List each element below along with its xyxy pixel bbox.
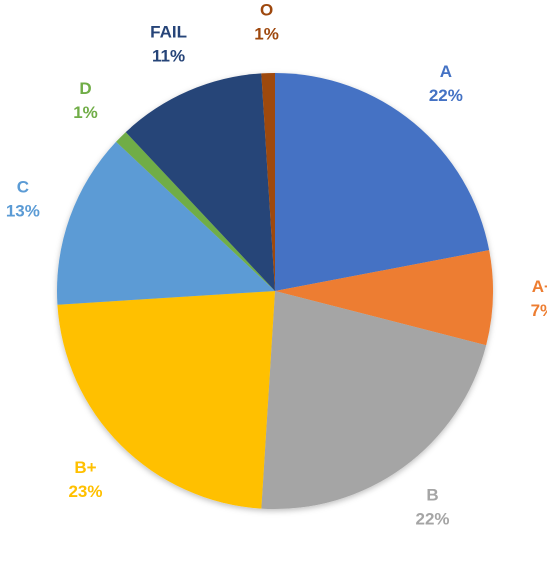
pie-slice [261, 73, 275, 291]
slice-value-label: 11% [152, 47, 185, 66]
slice-label: FAIL [150, 23, 187, 42]
slice-label: D [79, 79, 91, 98]
slice-value-label: 13% [6, 202, 40, 221]
pie [57, 73, 493, 509]
slice-value-label: 7% [531, 301, 547, 320]
slice-value-label: 1% [73, 103, 98, 122]
slice-label: O [260, 1, 273, 20]
pie-slice [275, 250, 493, 346]
slice-label: B+ [74, 458, 96, 477]
pie-slice [275, 73, 490, 291]
pie-slice [57, 141, 275, 305]
slice-value-label: 23% [68, 482, 102, 501]
pie-slice [57, 291, 275, 509]
pie-slice [116, 132, 275, 291]
slice-label: C [17, 178, 29, 197]
slice-value-label: 22% [429, 86, 463, 105]
pie-slice [261, 291, 487, 509]
slice-label: A+ [532, 277, 547, 296]
slice-label: A [440, 62, 452, 81]
pie-slice [125, 73, 275, 291]
slice-value-label: 22% [416, 509, 450, 528]
slice-label: B [426, 485, 438, 504]
slice-value-label: 1% [254, 25, 279, 44]
